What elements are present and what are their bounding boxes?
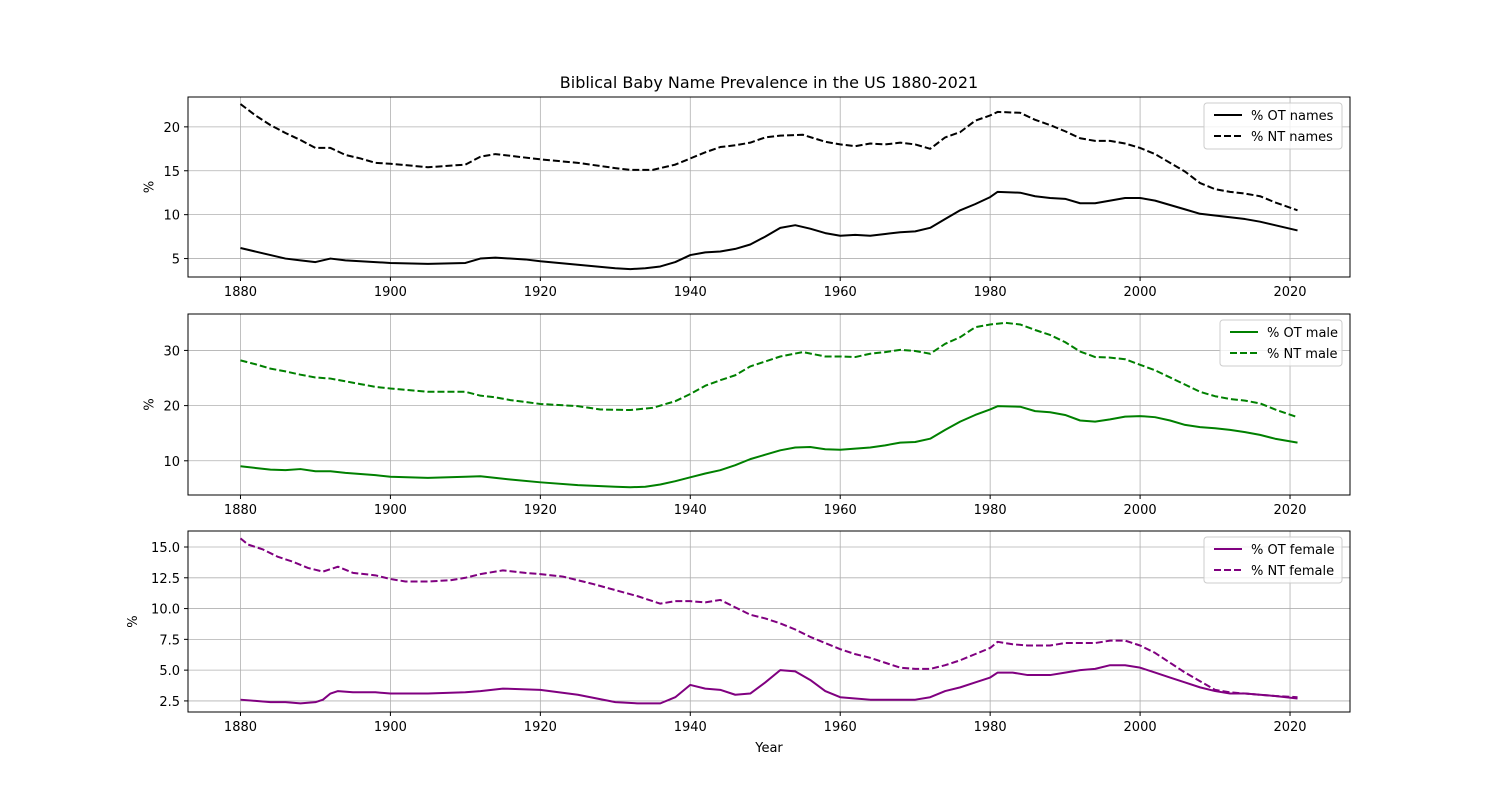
- x-tick-label: 1880: [224, 285, 257, 300]
- y-tick-label: 5.0: [159, 664, 180, 679]
- y-tick-label: 30: [163, 344, 180, 359]
- legend: % OT names % NT names: [1203, 102, 1343, 150]
- x-tick-label: 1980: [974, 503, 1007, 518]
- y-tick-label: 7.5: [159, 633, 180, 648]
- x-tick-label: 1920: [524, 503, 557, 518]
- x-tick-label: 1900: [374, 503, 407, 518]
- legend-label-pct-nt-female: % NT female: [1251, 564, 1334, 579]
- legend-label-pct-nt-male: % NT male: [1267, 347, 1338, 362]
- legend-label-pct-nt-names: % NT names: [1251, 130, 1333, 145]
- y-tick-label: 12.5: [151, 572, 180, 587]
- chart-title: Biblical Baby Name Prevalence in the US …: [560, 73, 978, 92]
- subplot-1: 1880 1900 1920 1940 1960 1980 2000 2020 5 10 15 20%…: [142, 96, 1351, 300]
- x-tick-label: 1940: [674, 285, 707, 300]
- series-line-pct-ot-male: [240, 405, 1298, 489]
- y-tick-label: 20: [163, 121, 180, 136]
- x-tick-label: 1920: [524, 720, 557, 735]
- y-tick-label: 15: [163, 165, 180, 180]
- legend: % OT female % NT female: [1203, 536, 1343, 584]
- y-tick-label: 10.0: [151, 603, 180, 618]
- y-axis-label: %: [142, 398, 157, 410]
- x-tick-label: 1980: [974, 720, 1007, 735]
- y-tick-label: 2.5: [159, 695, 180, 710]
- x-tick-label: 2020: [1273, 503, 1306, 518]
- series-line-pct-nt-names: [239, 103, 1298, 212]
- x-tick-label: 1960: [824, 720, 857, 735]
- x-tick-label: 1940: [674, 503, 707, 518]
- y-axis-label: %: [142, 181, 157, 193]
- x-tick-label: 1900: [374, 720, 407, 735]
- x-tick-label: 2000: [1124, 720, 1157, 735]
- series-line-pct-ot-names: [240, 190, 1298, 271]
- subplot-3: 1880 1900 1920 1940 1960 1980 2000 2020 2.5 5.0 7.…: [126, 530, 1351, 756]
- legend: % OT male % NT male: [1219, 319, 1343, 367]
- series-line-pct-nt-female: [239, 537, 1298, 699]
- x-tick-label: 2000: [1124, 285, 1157, 300]
- y-tick-label: 15.0: [151, 541, 180, 556]
- axes-frame: [187, 313, 1351, 496]
- x-axis-label: Year: [754, 741, 783, 756]
- x-tick-label: 1960: [824, 503, 857, 518]
- axes-frame: [187, 96, 1351, 278]
- legend-label-pct-ot-names: % OT names: [1251, 109, 1334, 124]
- x-tick-label: 1880: [224, 720, 257, 735]
- y-tick-label: 10: [163, 209, 180, 224]
- subplot-2: 1880 1900 1920 1940 1960 1980 2000 2020 10 20 30%%…: [142, 313, 1351, 518]
- x-tick-label: 2020: [1273, 720, 1306, 735]
- y-tick-label: 10: [163, 455, 180, 470]
- axes-frame: [187, 530, 1351, 713]
- x-tick-label: 1940: [674, 720, 707, 735]
- series-line-pct-ot-female: [240, 664, 1298, 705]
- y-tick-label: 5: [172, 253, 180, 268]
- legend-label-pct-ot-female: % OT female: [1251, 543, 1335, 558]
- x-tick-label: 1880: [224, 503, 257, 518]
- x-tick-label: 1960: [824, 285, 857, 300]
- x-tick-label: 2000: [1124, 503, 1157, 518]
- x-tick-label: 1980: [974, 285, 1007, 300]
- y-tick-label: 20: [163, 400, 180, 415]
- x-tick-label: 1920: [524, 285, 557, 300]
- x-tick-label: 2020: [1273, 285, 1306, 300]
- x-tick-label: 1900: [374, 285, 407, 300]
- y-axis-label: %: [126, 615, 141, 627]
- legend-label-pct-ot-male: % OT male: [1267, 326, 1338, 341]
